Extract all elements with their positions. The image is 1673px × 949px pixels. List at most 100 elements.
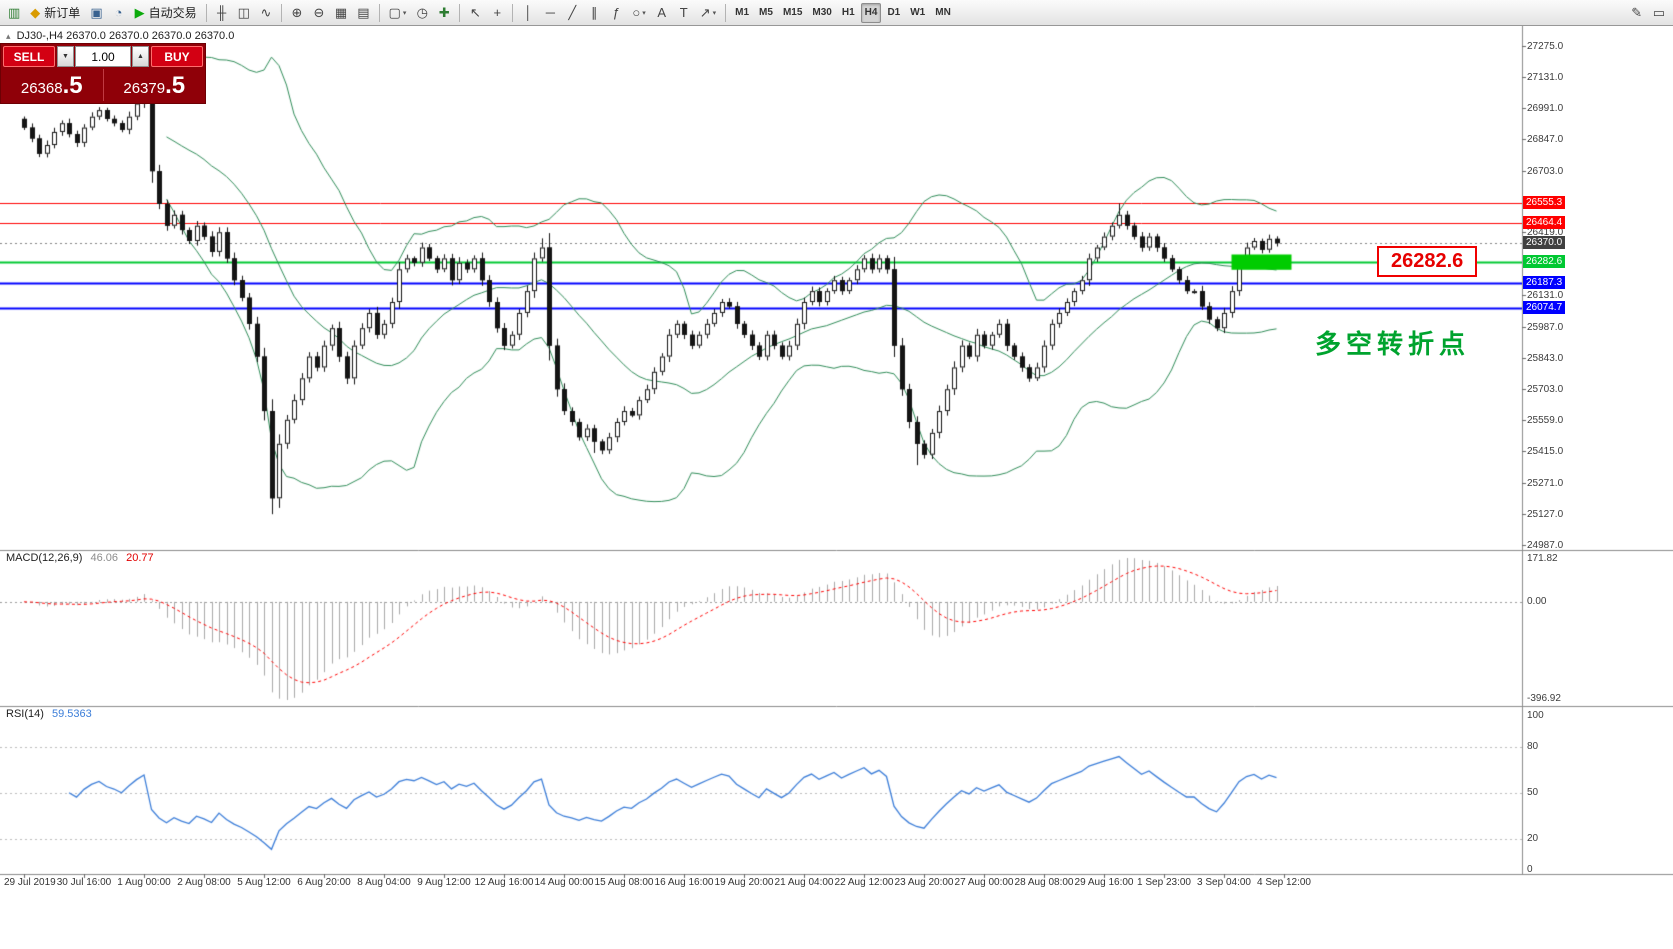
price-axis-label: 24987.0 <box>1527 539 1564 551</box>
timeframe-h1-button[interactable]: H1 <box>841 7 855 18</box>
price-axis-label: 25703.0 <box>1527 383 1564 395</box>
time-axis-label: 9 Aug 12:00 <box>417 877 471 888</box>
shapes-icon[interactable]: ○ ▾ <box>628 3 649 23</box>
candlestick-chart-icon: ◫ <box>237 5 250 20</box>
time-axis-label: 22 Aug 12:00 <box>834 877 894 888</box>
rsi-axis-label: 100 <box>1527 710 1544 721</box>
bar-chart-icon[interactable]: ╫ <box>212 3 232 23</box>
price-chart-canvas[interactable] <box>0 26 1673 949</box>
time-axis-label: 30 Jul 16:00 <box>56 877 112 888</box>
volume-input[interactable] <box>75 46 131 67</box>
zoom-out-icon[interactable]: ⊖ <box>309 3 329 23</box>
trendline-icon[interactable]: ╱ <box>562 3 582 23</box>
price-axis-label: 26703.0 <box>1527 165 1564 177</box>
new-order-button[interactable]: ◆ 新订单 <box>26 3 84 23</box>
rsi-axis-label: 20 <box>1527 833 1539 844</box>
timeframe-h4-button[interactable]: H4 <box>860 2 882 23</box>
profiles-icon[interactable]: ▣ <box>86 3 106 23</box>
tile-windows-icon[interactable]: ▦ <box>331 3 351 23</box>
time-axis-label: 12 Aug 16:00 <box>474 877 534 888</box>
text-icon[interactable]: A <box>652 3 672 23</box>
data-window-icon[interactable]: ◔ <box>109 3 129 23</box>
toolbar-separator <box>280 3 282 22</box>
price-level-label: 26282.6 <box>1523 255 1566 269</box>
timeframe-m15-button[interactable]: M15 <box>782 7 803 18</box>
price-level-label: 26074.7 <box>1523 300 1566 314</box>
indicators-icon[interactable]: ✚ <box>434 3 454 23</box>
fibonacci-icon[interactable]: ƒ <box>606 3 626 23</box>
shapes-icon: ○ <box>632 5 641 20</box>
ask-main: 26379 <box>123 80 166 97</box>
time-axis[interactable]: 29 Jul 2019 30 Jul 16:00 1 Aug 00:00 2 Aug … <box>0 877 1522 891</box>
time-axis-label: 19 Aug 20:00 <box>714 877 774 888</box>
chart-annotation-text: 多空转折点 <box>1315 329 1471 359</box>
timeframe-m5-button[interactable]: M5 <box>759 7 773 18</box>
cascade-windows-icon[interactable]: ▤ <box>353 3 373 23</box>
price-axis-label: 25843.0 <box>1527 353 1564 365</box>
new-order-button-label: 新订单 <box>44 6 81 20</box>
symbol-period: DJ30-,H4 <box>16 30 64 42</box>
vertical-line-icon: │ <box>524 5 533 20</box>
time-axis-label: 27 Aug 00:00 <box>954 877 1014 888</box>
price-level-label: 26187.3 <box>1523 275 1566 289</box>
time-axis-label: 29 Aug 16:00 <box>1074 877 1134 888</box>
time-axis-label: 2 Aug 08:00 <box>177 877 231 888</box>
arrows-icon[interactable]: ↗ ▾ <box>696 3 720 23</box>
sell-button[interactable]: SELL <box>3 46 55 67</box>
time-axis-label: 14 Aug 00:00 <box>534 877 594 888</box>
price-callout-label[interactable]: 26282.6 <box>1377 246 1478 277</box>
time-axis-label: 6 Aug 20:00 <box>297 877 351 888</box>
ohlc-values: 26370.0 26370.0 26370.0 26370.0 <box>66 30 235 42</box>
symbol-ohlc-info: ▴ DJ30-,H4 26370.0 26370.0 26370.0 26370… <box>6 30 234 42</box>
auto-scroll-icon[interactable]: ◷ <box>412 3 432 23</box>
arrows-icon: ↗ <box>699 5 711 20</box>
volume-down-button[interactable]: ▼ <box>57 46 74 67</box>
horizontal-line-icon[interactable]: ─ <box>540 3 560 23</box>
volume-up-button[interactable]: ▲ <box>132 46 149 67</box>
timeframe-mn-button[interactable]: MN <box>935 7 951 18</box>
timeframe-d1-button[interactable]: D1 <box>887 7 901 18</box>
new-window-icon[interactable]: ▢ ▾ <box>385 3 411 23</box>
crosshair-icon: + <box>493 5 502 20</box>
bid-fraction: .5 <box>62 72 83 99</box>
autotrading-button-label: 自动交易 <box>148 6 197 20</box>
vertical-line-icon[interactable]: │ <box>518 3 538 23</box>
channel-icon: ∥ <box>591 5 598 20</box>
rsi-indicator-label: RSI(14) 59.5363 <box>6 708 92 720</box>
bar-chart-icon: ╫ <box>217 5 227 20</box>
time-axis-label: 29 Jul 2019 <box>4 877 56 888</box>
timeframe-m1-button[interactable]: M1 <box>735 7 750 18</box>
price-axis-label: 26419.0 <box>1527 227 1564 239</box>
price-axis-label: 26131.0 <box>1527 290 1564 302</box>
toolbar-separator <box>512 3 514 22</box>
toolbar-separator <box>459 3 461 22</box>
time-axis-label: 28 Aug 08:00 <box>1014 877 1074 888</box>
horizontal-line-icon: ─ <box>545 5 555 20</box>
cursor-icon[interactable]: ↖ <box>465 3 485 23</box>
window-restore-icon[interactable]: ▭ <box>1649 3 1669 23</box>
candlestick-chart-icon[interactable]: ◫ <box>234 3 254 23</box>
autotrading-button[interactable]: ▶ 自动交易 <box>131 3 201 23</box>
label-icon[interactable]: T <box>674 3 694 23</box>
edit-pencil-icon[interactable]: ✎ <box>1627 3 1647 23</box>
channel-icon[interactable]: ∥ <box>584 3 604 23</box>
rsi-axis-label: 50 <box>1527 787 1539 798</box>
indicators-icon: ✚ <box>438 5 450 20</box>
price-axis-label: 26847.0 <box>1527 134 1564 146</box>
price-level-label: 26555.3 <box>1523 195 1566 209</box>
time-axis-label: 1 Sep 23:00 <box>1137 877 1191 888</box>
price-axis-label: 27275.0 <box>1527 40 1564 52</box>
buy-button[interactable]: BUY <box>151 46 203 67</box>
crosshair-icon[interactable]: + <box>487 3 507 23</box>
zoom-in-icon[interactable]: ⊕ <box>287 3 307 23</box>
text-icon: A <box>657 5 667 20</box>
macd-axis-label: 0.00 <box>1527 595 1547 607</box>
data-window-icon: ◔ <box>114 5 123 20</box>
timeframe-w1-button[interactable]: W1 <box>910 7 926 18</box>
timeframe-m30-button[interactable]: M30 <box>812 7 832 18</box>
price-axis[interactable]: 27275.0 27131.0 26991.0 26847.0 26703.0 26419… <box>1522 26 1673 874</box>
time-axis-label: 5 Aug 12:00 <box>237 877 291 888</box>
time-axis-label: 1 Aug 00:00 <box>117 877 171 888</box>
new-chart-icon[interactable]: ▥ <box>4 3 24 23</box>
line-chart-icon[interactable]: ∿ <box>256 3 276 23</box>
